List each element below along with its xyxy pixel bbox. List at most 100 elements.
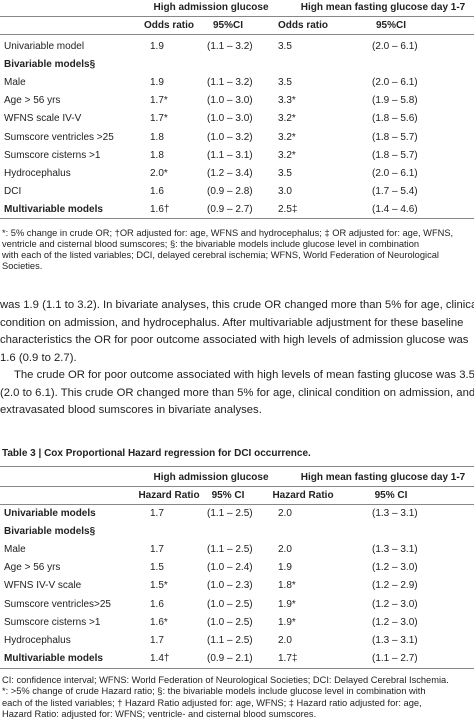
- cell: 1.8: [150, 149, 164, 161]
- group-header: High mean fasting glucose day 1-7: [300, 2, 466, 13]
- row-label: Univariable model: [4, 41, 85, 52]
- row-label: Hydrocephalus: [4, 167, 71, 179]
- row-label: WFNS scale IV-V: [4, 113, 82, 125]
- rule: [0, 486, 474, 487]
- row-label: Hydrocephalus: [4, 634, 71, 646]
- group-header: High admission glucose: [153, 2, 269, 13]
- cell: 1.7*: [150, 95, 168, 107]
- sub-header: 95% CI: [374, 490, 408, 501]
- cell: 1.9: [278, 562, 292, 574]
- row-label: Univariable models: [4, 508, 96, 519]
- row-label: Male: [4, 544, 26, 556]
- row-label: Age > 56 yrs: [4, 95, 61, 107]
- cell: 3.2*: [278, 113, 296, 125]
- cell: (2.0 – 6.1): [372, 167, 418, 179]
- cell: 3.5: [278, 77, 292, 89]
- cell: (1.1 – 2.5): [207, 544, 253, 556]
- footnote: with each of the listed variables; DCI, …: [2, 250, 439, 260]
- row-label: Sumscore ventricles>25: [4, 598, 111, 610]
- cell: 2.0: [278, 508, 292, 519]
- cell: (0.9 – 2.7): [207, 203, 253, 215]
- cell: (1.1 – 3.2): [207, 41, 253, 52]
- cell: 1.6: [150, 185, 164, 197]
- sub-header: 95%CI: [375, 20, 407, 31]
- row-label: Multivariable models: [4, 203, 103, 215]
- cell: 3.3*: [278, 95, 296, 107]
- body-line: characteristics the OR for poor outcome …: [0, 334, 469, 346]
- cell: (1.8 – 5.7): [372, 131, 418, 143]
- cell: (1.2 – 3.0): [372, 562, 418, 574]
- cell: (1.1 – 3.1): [207, 149, 253, 161]
- row-label: Bivariable models§: [4, 59, 96, 71]
- footnote: *: >5% change of crude Hazard ratio; §: …: [2, 686, 426, 697]
- cell: 3.5: [278, 41, 292, 52]
- sub-header: 95% CI: [211, 490, 245, 501]
- cell: (1.3 – 3.1): [372, 544, 418, 556]
- cell: 1.7‡: [278, 652, 298, 664]
- sub-header: Hazard Ratio: [272, 490, 334, 501]
- footnote: ventricle and cisternal blood sumscores;…: [2, 239, 420, 249]
- cell: 1.6: [150, 598, 164, 610]
- rule: [0, 16, 474, 17]
- row-label: DCI: [4, 185, 22, 197]
- cell: (1.0 – 2.5): [207, 616, 253, 628]
- body-line: (2.0 to 6.1). This crude OR changed more…: [0, 386, 474, 399]
- cell: 1.6†: [150, 203, 170, 215]
- cell: (1.8 – 5.7): [372, 149, 418, 161]
- cell: (1.1 – 3.2): [207, 77, 253, 89]
- cell: 1.9*: [278, 598, 296, 610]
- footnote: CI: confidence interval; WFNS: World Fed…: [2, 675, 449, 685]
- row-label: WFNS IV-V scale: [4, 580, 82, 592]
- cell: (1.2 – 3.0): [372, 616, 418, 628]
- cell: 1.7: [150, 544, 164, 556]
- cell: 2.0: [278, 634, 292, 646]
- cell: (1.0 – 3.0): [207, 95, 253, 107]
- group-header: High admission glucose: [153, 472, 269, 483]
- rule: [0, 34, 474, 35]
- cell: (1.0 – 2.3): [207, 580, 253, 592]
- cell: (1.2 – 2.9): [372, 580, 418, 592]
- cell: 2.0: [278, 544, 292, 556]
- rule: [0, 218, 474, 219]
- body-line: was 1.9 (1.1 to 3.2). In bivariate analy…: [0, 299, 474, 311]
- cell: 3.2*: [278, 149, 296, 161]
- row-label: Sumscore ventricles >25: [4, 131, 114, 143]
- cell: (1.4 – 4.6): [372, 203, 418, 215]
- cell: 1.7*: [150, 113, 168, 125]
- cell: (1.1 – 2.5): [207, 508, 253, 519]
- cell: 1.4†: [150, 652, 170, 664]
- cell: 3.2*: [278, 131, 296, 143]
- sub-header: Odds ratio: [277, 20, 329, 31]
- rule: [0, 667, 474, 669]
- cell: (1.9 – 5.8): [372, 95, 418, 107]
- cell: (1.1 – 2.7): [372, 652, 418, 664]
- rule: [0, 466, 474, 467]
- cell: (2.0 – 6.1): [372, 41, 418, 52]
- cell: (1.0 – 3.2): [207, 131, 253, 143]
- cell: (1.7 – 5.4): [372, 185, 418, 197]
- table-title: Table 3 | Cox Proportional Hazard regres…: [2, 448, 311, 459]
- cell: 3.5: [278, 167, 292, 179]
- footnote: *: 5% change in crude OR; †OR adjusted f…: [2, 228, 454, 238]
- cell: 2.5‡: [278, 203, 298, 215]
- row-label: Multivariable models: [4, 652, 103, 664]
- body-line: extravasated blood sumscores in bivariat…: [0, 404, 262, 416]
- group-header: High mean fasting glucose day 1-7: [300, 472, 466, 483]
- body-line: 1.6 (0.9 to 2.7).: [0, 351, 77, 364]
- row-label: Male: [4, 77, 26, 89]
- footnote: Societies.: [2, 261, 43, 271]
- sub-header: 95%CI: [212, 20, 244, 31]
- footnote: each of the listed variables; † Hazard R…: [2, 697, 422, 708]
- cell: (1.3 – 3.1): [372, 634, 418, 646]
- cell: 3.0: [278, 185, 292, 197]
- cell: (1.2 – 3.0): [372, 598, 418, 610]
- cell: 1.7: [150, 508, 164, 519]
- body-line: condition on admission, and hydrocephalu…: [0, 316, 464, 329]
- cell: 1.8*: [278, 580, 296, 592]
- cell: (1.0 – 2.4): [207, 562, 253, 574]
- cell: (1.8 – 5.6): [372, 113, 418, 125]
- cell: (1.0 – 2.5): [207, 598, 253, 610]
- cell: 1.8: [150, 131, 164, 143]
- sub-header: Hazard Ratio: [138, 490, 200, 501]
- cell: 1.9: [150, 41, 164, 52]
